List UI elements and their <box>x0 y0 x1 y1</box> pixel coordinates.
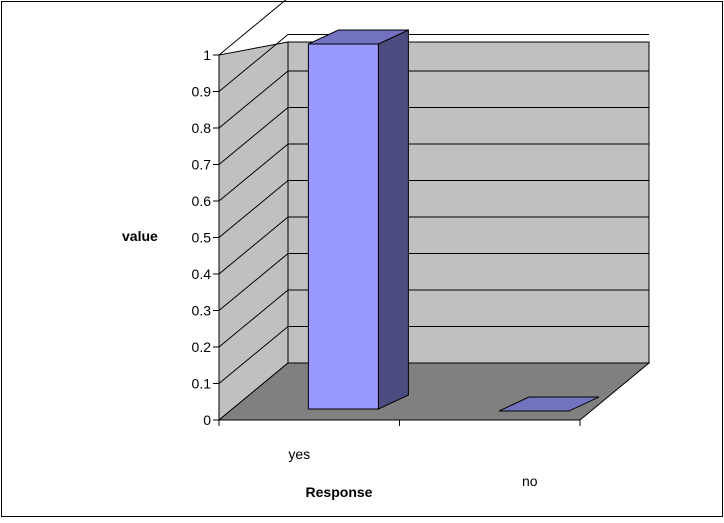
y-tick-label: 0.7 <box>192 157 212 173</box>
bar-yes <box>307 43 379 410</box>
gridline-side <box>218 289 289 348</box>
bar-top-yes <box>308 29 409 45</box>
bar-top-no <box>498 396 600 412</box>
labels: 0 0.1 0.2 0.3 0.4 0.5 0.6 0.7 0.8 0.9 1 yes no <box>192 47 538 489</box>
x-axis-title: Response <box>306 484 373 500</box>
gridline-side <box>218 180 289 238</box>
gridline-side <box>218 0 287 56</box>
y-tick-label: 0.3 <box>192 303 212 319</box>
gridline-side <box>218 70 289 129</box>
side-wall <box>218 41 289 422</box>
gridline-side <box>218 107 289 165</box>
bars <box>307 29 600 412</box>
y-tick-label: 1 <box>203 47 211 63</box>
y-tick-label: 0 <box>203 412 211 428</box>
y-axis-title: value <box>122 228 158 244</box>
gridline-side <box>218 326 289 384</box>
gridline-side <box>218 253 289 311</box>
gridline-side <box>218 216 289 275</box>
bar-side-yes <box>377 29 409 410</box>
y-tick-label: 0.4 <box>192 266 212 282</box>
x-tick-label: no <box>522 473 538 489</box>
gridline-side <box>218 34 289 92</box>
chart-walls <box>217 41 651 422</box>
y-tick-label: 0.6 <box>192 193 212 209</box>
floor <box>217 362 651 421</box>
gridline-side <box>218 143 289 202</box>
y-tick-label: 0.8 <box>192 120 212 136</box>
y-tick-label: 0.2 <box>192 339 212 355</box>
axes <box>213 54 581 426</box>
y-tick-label: 0.1 <box>192 376 212 392</box>
x-tick-label: yes <box>288 446 310 462</box>
y-tick-label: 0.9 <box>192 84 212 100</box>
y-tick-label: 0.5 <box>192 230 212 246</box>
